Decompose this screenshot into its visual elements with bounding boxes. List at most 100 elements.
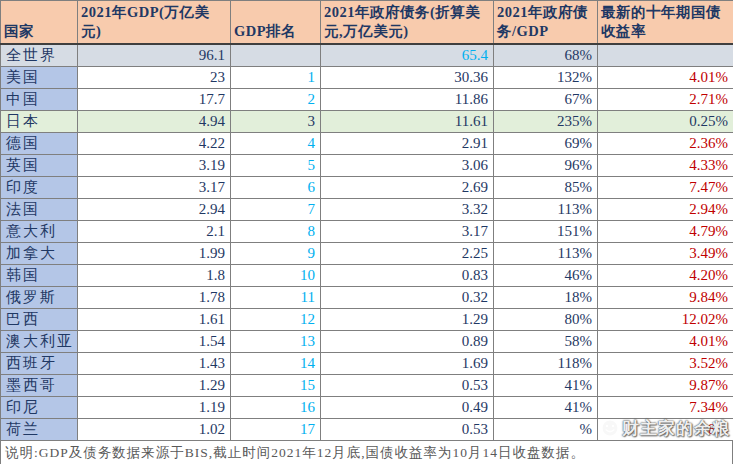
cell-debt: 0.89 [321,330,494,352]
gdp-debt-table-screenshot: 国家 2021年GDP(万亿美元) GDP排名 2021年政府债务(折算美元,万… [0,0,733,464]
cell-gdp: 1.99 [78,242,231,264]
cell-debt-to-gdp: 58% [494,330,598,352]
cell-gdp: 1.8 [78,264,231,286]
cell-debt: 2.25 [321,242,494,264]
cell-country: 巴西 [1,308,78,330]
table-row: 荷兰 1.02 17 0.53 % 8% [1,418,733,440]
cell-debt-to-gdp: 67% [494,88,598,110]
col-header-debt: 2021年政府债务(折算美元,万亿美元) [321,1,494,44]
cell-country: 加拿大 [1,242,78,264]
cell-gdp-rank: 12 [231,308,321,330]
cell-gdp: 1.02 [78,418,231,440]
cell-debt-to-gdp: 41% [494,374,598,396]
cell-gdp-rank: 8 [231,220,321,242]
cell-yield: 2.71% [598,88,733,110]
table-row: 俄罗斯 1.78 11 0.32 18% 9.84% [1,286,733,308]
table-row: 美国 23 1 30.36 132% 4.01% [1,66,733,88]
cell-gdp: 1.29 [78,374,231,396]
cell-debt-to-gdp: 41% [494,396,598,418]
cell-gdp: 4.94 [78,110,231,132]
table-row: 加拿大 1.99 9 2.25 113% 3.49% [1,242,733,264]
cell-yield: 2.94% [598,198,733,220]
cell-debt-to-gdp: % [494,418,598,440]
cell-country: 法国 [1,198,78,220]
cell-yield: 4.01% [598,330,733,352]
cell-gdp-rank: 6 [231,176,321,198]
cell-country: 英国 [1,154,78,176]
cell-gdp-rank: 7 [231,198,321,220]
cell-debt-to-gdp: 46% [494,264,598,286]
cell-debt: 1.29 [321,308,494,330]
cell-debt: 2.91 [321,132,494,154]
cell-gdp-rank: 14 [231,352,321,374]
cell-country: 荷兰 [1,418,78,440]
cell-gdp: 3.19 [78,154,231,176]
table-row: 澳大利亚 1.54 13 0.89 58% 4.01% [1,330,733,352]
col-header-gdp-rank: GDP排名 [231,1,321,44]
cell-gdp: 4.22 [78,132,231,154]
cell-debt-to-gdp: 80% [494,308,598,330]
cell-gdp: 96.1 [78,44,231,67]
table-row: 法国 2.94 7 3.32 113% 2.94% [1,198,733,220]
cell-yield: 4.01% [598,66,733,88]
cell-yield: 8% [598,418,733,440]
cell-gdp-rank: 11 [231,286,321,308]
cell-gdp-rank: 15 [231,374,321,396]
cell-country: 中国 [1,88,78,110]
table-row: 巴西 1.61 12 1.29 80% 12.02% [1,308,733,330]
cell-debt-to-gdp: 85% [494,176,598,198]
cell-debt: 11.61 [321,110,494,132]
table-row: 意大利 2.1 8 3.17 151% 4.79% [1,220,733,242]
cell-gdp: 2.94 [78,198,231,220]
cell-debt-to-gdp: 96% [494,154,598,176]
cell-debt: 30.36 [321,66,494,88]
cell-yield: 4.20% [598,264,733,286]
cell-gdp-rank: 3 [231,110,321,132]
col-header-debt-to-gdp: 2021年政府债务/GDP [494,1,598,44]
cell-country: 俄罗斯 [1,286,78,308]
cell-yield: 2.36% [598,132,733,154]
cell-debt: 3.06 [321,154,494,176]
cell-debt-to-gdp: 113% [494,198,598,220]
table-row: 全世界 96.1 65.4 68% [1,44,733,67]
cell-debt-to-gdp: 118% [494,352,598,374]
col-header-yield: 最新的十年期国债收益率 [598,1,733,44]
cell-yield: 3.49% [598,242,733,264]
cell-debt: 2.69 [321,176,494,198]
cell-yield: 7.34% [598,396,733,418]
cell-yield: 9.84% [598,286,733,308]
cell-debt: 11.86 [321,88,494,110]
cell-gdp-rank: 2 [231,88,321,110]
table-row: 中国 17.7 2 11.86 67% 2.71% [1,88,733,110]
cell-gdp-rank: 16 [231,396,321,418]
cell-gdp: 3.17 [78,176,231,198]
cell-gdp: 1.19 [78,396,231,418]
cell-gdp-rank: 10 [231,264,321,286]
cell-country: 全世界 [1,44,78,67]
cell-country: 澳大利亚 [1,330,78,352]
cell-country: 德国 [1,132,78,154]
cell-debt-to-gdp: 113% [494,242,598,264]
table-row: 韩国 1.8 10 0.83 46% 4.20% [1,264,733,286]
cell-yield: 0.25% [598,110,733,132]
table-row: 印度 3.17 6 2.69 85% 7.47% [1,176,733,198]
cell-debt-to-gdp: 151% [494,220,598,242]
cell-debt: 0.49 [321,396,494,418]
cell-gdp: 1.78 [78,286,231,308]
cell-yield: 7.47% [598,176,733,198]
col-header-gdp: 2021年GDP(万亿美元) [78,1,231,44]
gdp-debt-table: 国家 2021年GDP(万亿美元) GDP排名 2021年政府债务(折算美元,万… [0,0,733,441]
cell-gdp: 2.1 [78,220,231,242]
cell-country: 意大利 [1,220,78,242]
cell-gdp-rank: 5 [231,154,321,176]
cell-gdp-rank: 13 [231,330,321,352]
table-row: 西班牙 1.43 14 1.69 118% 3.52% [1,352,733,374]
cell-gdp-rank [231,44,321,67]
cell-debt-to-gdp: 18% [494,286,598,308]
table-row: 德国 4.22 4 2.91 69% 2.36% [1,132,733,154]
table-row: 印尼 1.19 16 0.49 41% 7.34% [1,396,733,418]
cell-yield: 3.52% [598,352,733,374]
cell-country: 日本 [1,110,78,132]
cell-yield: 4.33% [598,154,733,176]
cell-country: 印度 [1,176,78,198]
